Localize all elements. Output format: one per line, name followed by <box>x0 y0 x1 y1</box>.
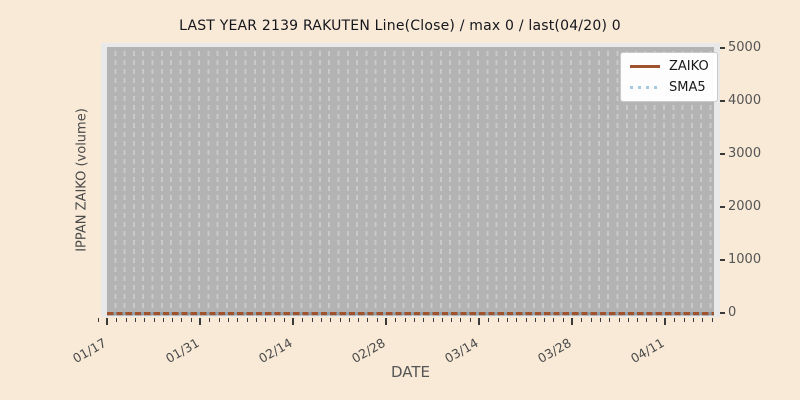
x-minor-tick-mark <box>209 318 211 322</box>
x-tick-mark <box>571 318 573 325</box>
x-tick-mark <box>664 318 666 325</box>
x-minor-tick-mark <box>627 318 629 322</box>
x-minor-tick-mark <box>423 318 425 322</box>
legend-label-sma5: SMA5 <box>669 80 706 95</box>
x-minor-tick-mark <box>581 318 583 322</box>
y-tick-label: 0 <box>728 305 737 320</box>
x-tick-label: 01/17 <box>70 335 109 367</box>
y-tick-label: 2000 <box>728 199 762 214</box>
x-tick-mark <box>478 318 480 325</box>
x-minor-tick-mark <box>609 318 611 322</box>
x-minor-tick-mark <box>432 318 434 322</box>
legend-label-zaiko: ZAIKO <box>669 59 709 74</box>
x-minor-tick-mark <box>255 318 257 322</box>
x-minor-tick-mark <box>246 318 248 322</box>
legend-item-sma5: SMA5 <box>621 80 717 95</box>
x-tick-mark <box>106 318 108 325</box>
x-axis-label: DATE <box>390 363 431 381</box>
x-minor-tick-mark <box>320 318 322 322</box>
x-minor-tick-mark <box>590 318 592 322</box>
y-tick-label: 4000 <box>728 93 762 108</box>
x-minor-tick-mark <box>488 318 490 322</box>
zaiko-line-sample-icon <box>630 65 660 68</box>
x-minor-tick-mark <box>646 318 648 322</box>
x-minor-tick-mark <box>339 318 341 322</box>
x-minor-tick-mark <box>116 318 118 322</box>
x-minor-tick-mark <box>376 318 378 322</box>
x-minor-tick-mark <box>534 318 536 322</box>
x-minor-tick-mark <box>553 318 555 322</box>
sma5-dotted-sample-icon <box>630 86 660 89</box>
plot-area <box>101 43 720 317</box>
x-minor-tick-mark <box>302 318 304 322</box>
x-minor-tick-mark <box>451 318 453 322</box>
x-minor-tick-mark <box>469 318 471 322</box>
x-minor-tick-mark <box>674 318 676 322</box>
x-minor-tick-mark <box>274 318 276 322</box>
x-minor-tick-mark <box>134 318 136 322</box>
x-minor-tick-mark <box>702 318 704 322</box>
x-minor-tick-mark <box>181 318 183 322</box>
x-minor-tick-mark <box>395 318 397 322</box>
x-minor-tick-mark <box>97 318 99 322</box>
zaiko-sma5-zero-line <box>107 312 714 315</box>
x-minor-tick-mark <box>525 318 527 322</box>
y-axis-label: IPPAN ZAIKO (volume) <box>74 108 90 252</box>
x-minor-tick-mark <box>144 318 146 322</box>
x-minor-tick-mark <box>172 318 174 322</box>
y-tick-mark <box>720 153 725 155</box>
x-minor-tick-mark <box>404 318 406 322</box>
x-tick-mark <box>385 318 387 325</box>
x-minor-tick-mark <box>311 318 313 322</box>
x-minor-tick-mark <box>153 318 155 322</box>
x-minor-tick-mark <box>516 318 518 322</box>
x-tick-mark <box>199 318 201 325</box>
x-minor-tick-mark <box>544 318 546 322</box>
y-tick-label: 1000 <box>728 252 762 267</box>
x-minor-tick-mark <box>683 318 685 322</box>
x-minor-tick-mark <box>227 318 229 322</box>
x-minor-tick-mark <box>599 318 601 322</box>
x-minor-tick-mark <box>283 318 285 322</box>
x-minor-tick-mark <box>190 318 192 322</box>
x-minor-tick-mark <box>330 318 332 322</box>
y-tick-mark <box>720 100 725 102</box>
y-tick-label: 5000 <box>728 40 762 55</box>
x-minor-tick-mark <box>637 318 639 322</box>
x-minor-tick-mark <box>358 318 360 322</box>
y-tick-mark <box>720 206 725 208</box>
data-span-region <box>107 47 714 316</box>
x-minor-tick-mark <box>348 318 350 322</box>
x-minor-tick-mark <box>441 318 443 322</box>
legend: ZAIKO SMA5 <box>620 52 718 102</box>
x-tick-mark <box>292 318 294 325</box>
x-minor-tick-mark <box>692 318 694 322</box>
x-minor-tick-mark <box>618 318 620 322</box>
y-tick-label: 3000 <box>728 146 762 161</box>
x-minor-tick-mark <box>413 318 415 322</box>
y-tick-mark <box>720 312 725 314</box>
x-minor-tick-mark <box>162 318 164 322</box>
x-minor-tick-mark <box>711 318 713 322</box>
x-minor-tick-mark <box>237 318 239 322</box>
x-minor-tick-mark <box>265 318 267 322</box>
chart-title: LAST YEAR 2139 RAKUTEN Line(Close) / max… <box>179 18 621 34</box>
legend-item-zaiko: ZAIKO <box>621 59 717 74</box>
x-minor-tick-mark <box>506 318 508 322</box>
x-minor-tick-mark <box>655 318 657 322</box>
x-minor-tick-mark <box>218 318 220 322</box>
x-minor-tick-mark <box>460 318 462 322</box>
x-minor-tick-mark <box>367 318 369 322</box>
y-tick-mark <box>720 259 725 261</box>
y-tick-mark <box>720 47 725 49</box>
x-minor-tick-mark <box>562 318 564 322</box>
x-minor-tick-mark <box>497 318 499 322</box>
x-minor-tick-mark <box>125 318 127 322</box>
